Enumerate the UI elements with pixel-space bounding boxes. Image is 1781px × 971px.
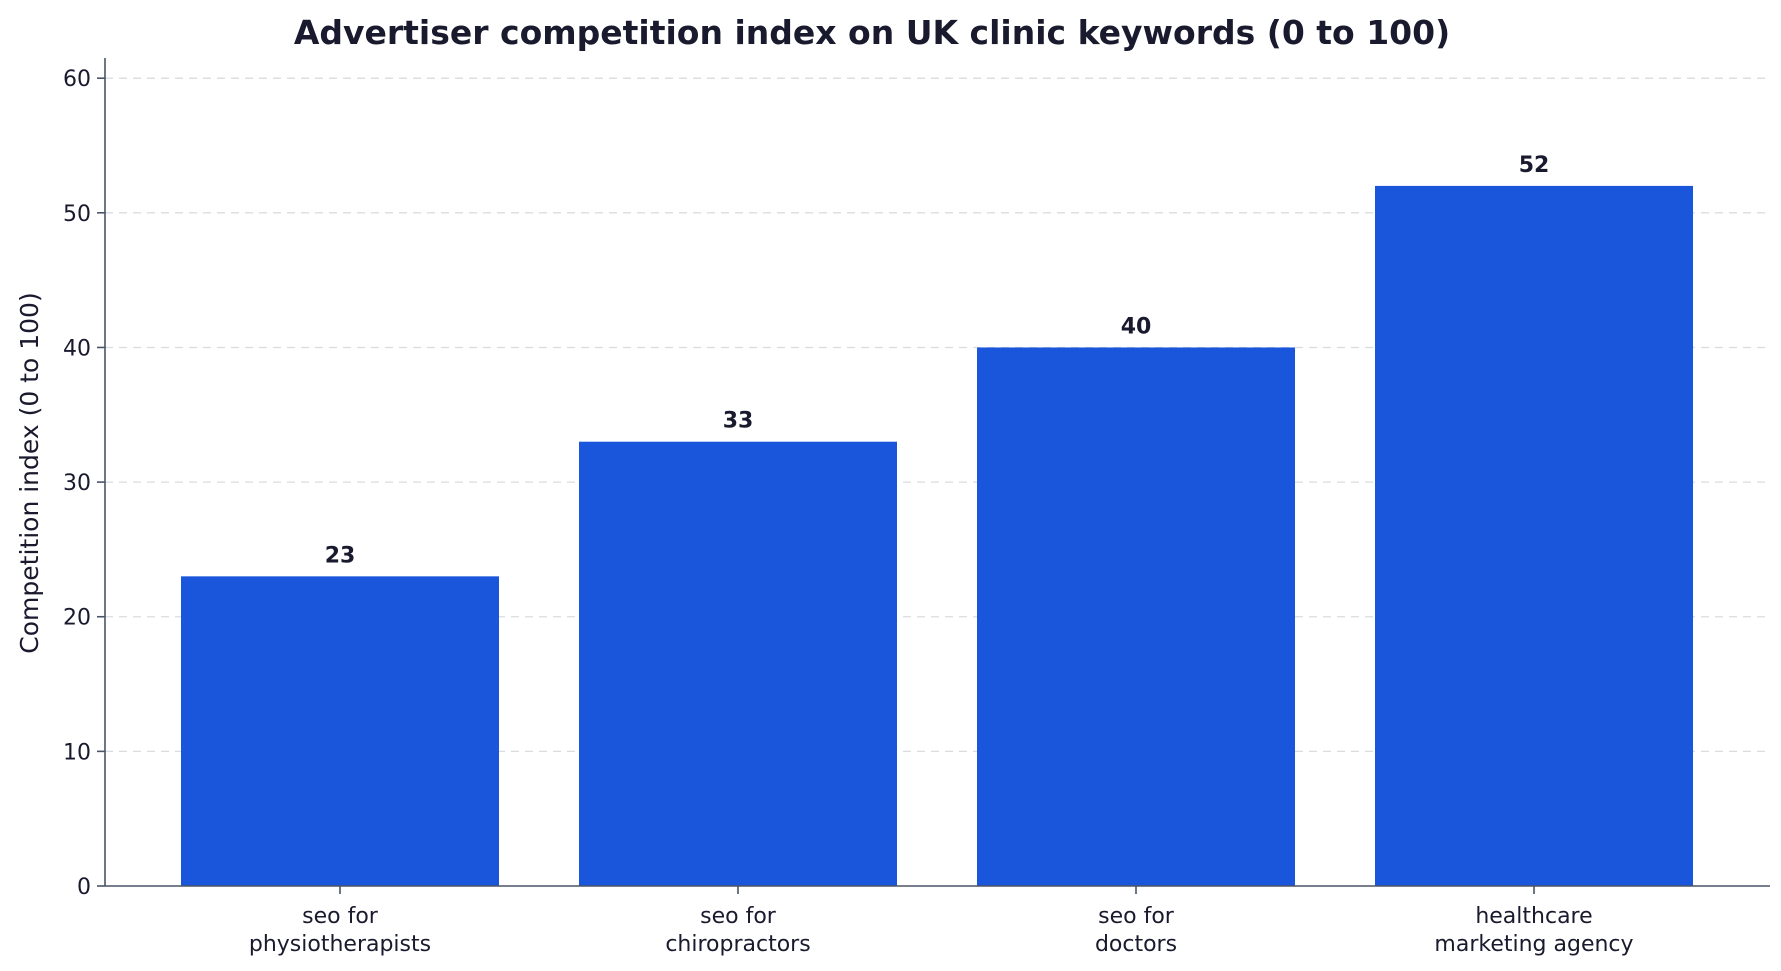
y-axis-label: Competition index (0 to 100)	[15, 292, 44, 653]
bars	[181, 185, 1693, 887]
data-labels: 23 33 40 52	[325, 153, 1550, 568]
data-label-2: 33	[723, 409, 754, 434]
y-tick-label-10: 10	[63, 740, 91, 765]
bar-3	[977, 347, 1295, 887]
bar-1	[181, 576, 499, 886]
x-tick-label-3-line-1: seo for	[1098, 904, 1175, 929]
y-tick-label-20: 20	[63, 606, 91, 631]
x-tick-label-1-line-2: physiotherapists	[249, 932, 431, 957]
x-tick-label-1-line-1: seo for	[302, 904, 379, 929]
data-label-3: 40	[1121, 314, 1152, 339]
y-tick-label-0: 0	[77, 875, 91, 900]
x-tick-label-4-line-2: marketing agency	[1434, 932, 1633, 957]
y-tick-label-60: 60	[63, 67, 91, 92]
y-tick-label-50: 50	[63, 202, 91, 227]
y-tick-label-40: 40	[63, 336, 91, 361]
x-tick-label-2-line-2: chiropractors	[665, 932, 810, 957]
bar-2	[579, 441, 897, 886]
data-label-4: 52	[1519, 153, 1550, 178]
chart-title: Advertiser competition index on UK clini…	[294, 13, 1450, 52]
x-tick-label-4-line-1: healthcare	[1475, 904, 1592, 929]
y-tick-label-30: 30	[63, 471, 91, 496]
bar-4	[1375, 185, 1693, 886]
axes: 0 10 20 30 40 50 60 seo for physiotherapists seo …	[63, 58, 1770, 957]
data-label-1: 23	[325, 543, 356, 568]
x-tick-label-2-line-1: seo for	[700, 904, 777, 929]
x-tick-label-3-line-2: doctors	[1095, 932, 1177, 957]
